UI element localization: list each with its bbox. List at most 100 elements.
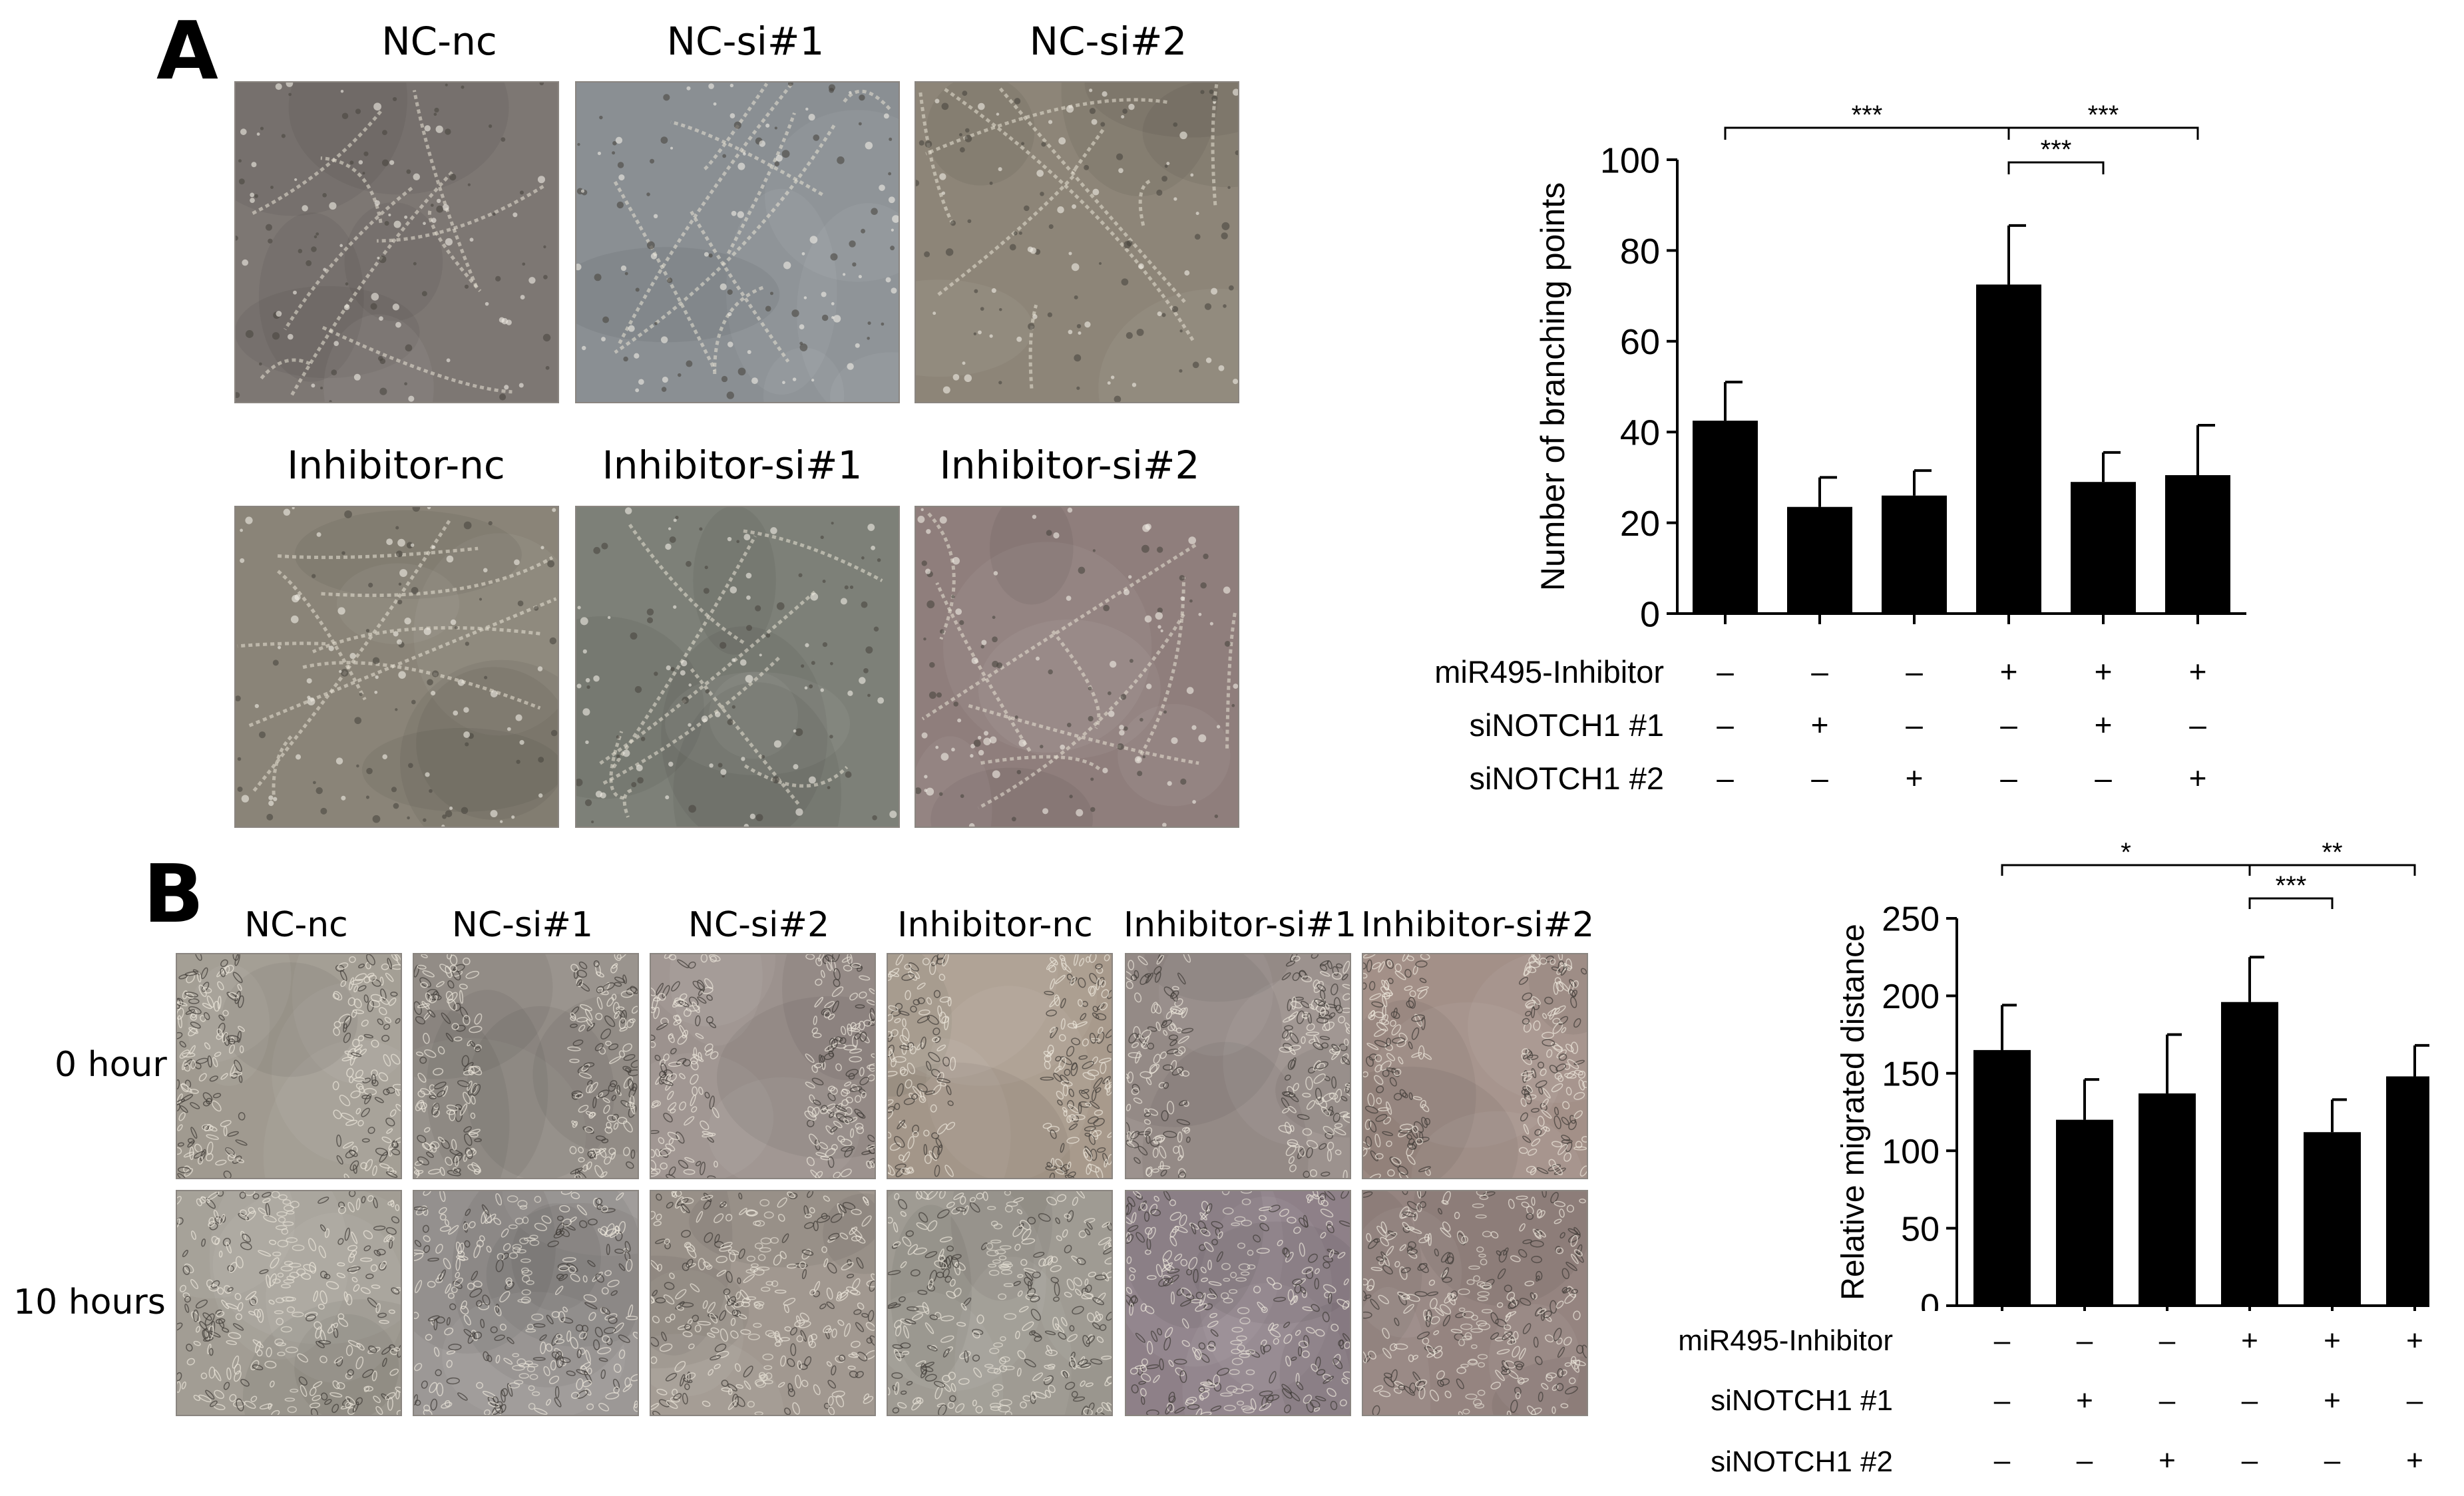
image-label: Inhibitor-nc [287, 443, 505, 488]
micrograph-texture [414, 1191, 638, 1415]
y-tick-label: 0 [1920, 1288, 1940, 1311]
condition-symbol: + [2324, 1324, 2341, 1357]
condition-symbol: – [1906, 654, 1923, 689]
micrograph-texture [888, 954, 1112, 1178]
condition-symbol: – [2158, 1384, 2176, 1417]
migrated-distance-chart: 0 50 100 150 200 250 Relative migrated distanc… [1836, 838, 2429, 1311]
condition-label-inhibitor: miR495-Inhibitor [1434, 654, 1664, 689]
wound-image-10h-nc-si1 [413, 1190, 639, 1416]
wound-image-10h-inhibitor-si1 [1125, 1190, 1351, 1416]
bar [1882, 495, 1947, 614]
condition-symbol: – [2158, 1324, 2176, 1357]
condition-label-sinotch1-1: siNOTCH1 #1 [1469, 707, 1664, 743]
tube-formation-image-inhibitor-si1 [575, 506, 900, 828]
significance-label: *** [2276, 871, 2307, 900]
condition-symbol: + [1999, 654, 2018, 689]
micrograph-texture [1363, 1191, 1587, 1415]
image-label: Inhibitor-si#1 [602, 443, 863, 488]
significance-label: *** [2088, 100, 2119, 130]
condition-symbol: – [1717, 707, 1734, 742]
y-tick-label: 40 [1620, 413, 1660, 453]
condition-symbol: + [1810, 707, 1829, 742]
image-label: Inhibitor-si#2 [939, 443, 1200, 488]
y-tick-label: 200 [1882, 978, 1940, 1016]
bar [1787, 506, 1852, 614]
image-label: NC-si#2 [688, 905, 830, 945]
wound-image-10h-inhibitor-nc [887, 1190, 1113, 1416]
row-label-10-hours: 10 hours [13, 1282, 166, 1322]
tube-formation-image-inhibitor-si2 [915, 506, 1239, 828]
condition-symbol: + [2241, 1324, 2258, 1357]
significance-bracket [2248, 897, 2334, 909]
condition-symbol: – [2241, 1384, 2258, 1417]
condition-symbol: – [1717, 761, 1734, 795]
y-tick-label: 60 [1620, 322, 1660, 362]
y-tick-label: 80 [1620, 232, 1660, 272]
significance-bracket [2007, 161, 2105, 174]
image-label: NC-si#2 [1029, 19, 1187, 64]
condition-symbol: – [1717, 654, 1734, 689]
image-label: Inhibitor-si#1 [1123, 905, 1357, 945]
micrograph-texture [177, 954, 401, 1178]
significance-label: * [2121, 838, 2131, 867]
wound-image-0h-inhibitor-si2 [1362, 953, 1588, 1179]
condition-symbol: + [2406, 1324, 2423, 1357]
micrograph-texture [414, 954, 638, 1178]
micrograph-texture [236, 507, 558, 827]
micrograph-texture [1126, 1191, 1350, 1415]
condition-symbol: – [1993, 1324, 2011, 1357]
y-tick-label: 50 [1901, 1210, 1940, 1248]
y-axis-label: Number of branching points [1534, 182, 1571, 591]
condition-symbol: + [2094, 654, 2113, 689]
condition-symbol: – [2406, 1384, 2423, 1417]
wound-image-0h-inhibitor-si1 [1125, 953, 1351, 1179]
condition-symbol: – [2241, 1444, 2258, 1477]
y-tick-label: 0 [1640, 594, 1660, 634]
condition-symbol: + [2076, 1384, 2093, 1417]
condition-label-inhibitor: miR495-Inhibitor [1678, 1324, 1893, 1357]
condition-symbol: – [1811, 761, 1828, 795]
wound-image-0h-nc-nc [176, 953, 402, 1179]
bar [1976, 284, 2041, 614]
image-label: NC-nc [381, 19, 497, 64]
significance-bracket [2007, 126, 2199, 140]
image-label: NC-si#1 [666, 19, 825, 64]
micrograph-texture [651, 1191, 875, 1415]
micrograph-texture [236, 83, 558, 402]
micrograph-texture [651, 954, 875, 1178]
significance-bracket [2248, 864, 2416, 876]
condition-symbol: – [1906, 707, 1923, 742]
wound-image-10h-nc-nc [176, 1190, 402, 1416]
image-label: Inhibitor-nc [897, 905, 1093, 945]
tube-formation-image-nc-nc [234, 81, 559, 403]
bar [2071, 482, 2136, 614]
micrograph-texture [1363, 954, 1587, 1178]
micrograph-texture [177, 1191, 401, 1415]
y-tick-label: 100 [1882, 1133, 1940, 1171]
condition-label-sinotch1-2: siNOTCH1 #2 [1711, 1445, 1893, 1478]
branching-points-chart: 0 20 40 60 80 100 Number of branching points **… [1534, 100, 2246, 634]
micrograph-texture [916, 83, 1238, 402]
condition-label-sinotch1-2: siNOTCH1 #2 [1469, 761, 1664, 796]
wound-image-0h-inhibitor-nc [887, 953, 1113, 1179]
wound-image-10h-inhibitor-si2 [1362, 1190, 1588, 1416]
micrograph-texture [576, 83, 899, 402]
image-label: NC-si#1 [451, 905, 594, 945]
condition-symbol: + [2188, 761, 2207, 795]
panel-a-letter: A [156, 5, 218, 98]
tube-formation-image-inhibitor-nc [234, 506, 559, 828]
image-label: NC-nc [244, 905, 348, 945]
micrograph-texture [1126, 954, 1350, 1178]
micrograph-texture [888, 1191, 1112, 1415]
row-label-0-hour: 0 hour [55, 1045, 167, 1085]
bar [1973, 1049, 2031, 1306]
condition-symbol: – [1811, 654, 1828, 689]
y-tick-label: 250 [1882, 900, 1940, 939]
wound-image-10h-nc-si2 [650, 1190, 876, 1416]
significance-label: *** [1852, 100, 1883, 130]
panel-b-letter: B [143, 848, 204, 941]
condition-symbol: – [2076, 1444, 2093, 1477]
significance-label: *** [2041, 135, 2072, 164]
bar [2165, 474, 2230, 614]
bar [1693, 421, 1758, 614]
